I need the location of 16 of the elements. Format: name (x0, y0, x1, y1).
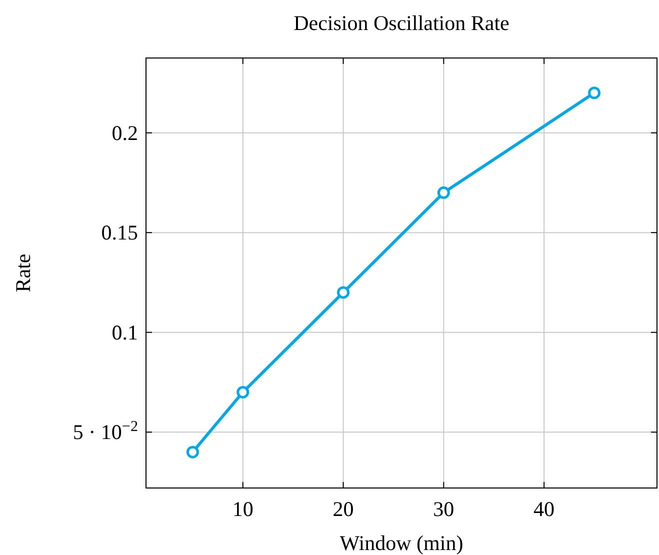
point (236, 386, 250, 398)
y-axis-title: Rate (11, 254, 35, 292)
chart-title: Decision Oscillation Rate (294, 11, 510, 35)
x-axis-title: Window (min) (340, 531, 464, 555)
point (437, 186, 450, 199)
y-tick-label: 0.2 (112, 120, 138, 145)
y-tick-label: 5 · 10$^{−2}$ (72, 419, 138, 444)
point (588, 86, 601, 100)
x-tick-label: 20 (332, 497, 354, 521)
x-tick-label: 30 (433, 497, 454, 521)
x-tick-label: 40 (534, 497, 555, 521)
point (337, 286, 350, 299)
y-tick-label: 0.15 (101, 220, 138, 245)
point (186, 446, 199, 458)
y-tick-label: 0.1 (112, 320, 138, 344)
x-tick-label: 10 (232, 497, 254, 521)
